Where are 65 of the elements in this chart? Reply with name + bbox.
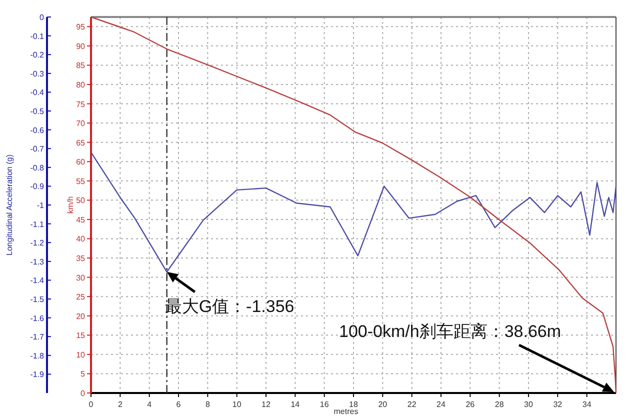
y-tick-label: -1.4 <box>30 276 45 286</box>
y-tick-label: -1 <box>36 201 45 210</box>
y-tick-label: -1.7 <box>30 332 45 342</box>
x-tick-label: 30 <box>524 400 534 409</box>
x-tick-label: 0 <box>88 400 94 409</box>
y-tick-label: -0.7 <box>30 144 45 154</box>
y-tick-label: -0.9 <box>30 182 45 192</box>
y2-tick-label: 35 <box>76 254 86 264</box>
y-tick-label: -1.5 <box>30 295 45 304</box>
y2-tick-label: 60 <box>76 158 86 167</box>
x-tick-label: 4 <box>147 400 152 409</box>
x-tick-label: 28 <box>494 400 504 409</box>
x-tick-label: 16 <box>320 400 330 409</box>
y2-tick-label: 85 <box>76 61 86 70</box>
y-tick-label: -0.3 <box>30 69 45 78</box>
y2-tick-label: 95 <box>76 22 86 32</box>
y2-axis-title: km/h <box>66 196 75 214</box>
y2-tick-label: 65 <box>76 138 86 148</box>
y2-tick-label: 10 <box>76 350 86 360</box>
y2-tick-label: 70 <box>76 119 86 128</box>
x-tick-label: 18 <box>349 400 358 409</box>
y-tick-label: -0.8 <box>30 163 45 172</box>
y2-tick-label: 55 <box>76 176 86 186</box>
y-tick-label: -1.9 <box>30 370 45 380</box>
y-tick-label: -0.4 <box>30 88 45 98</box>
x-tick-label: 26 <box>466 400 476 409</box>
x-tick-label: 22 <box>407 400 417 409</box>
x-tick-label: 14 <box>290 400 300 409</box>
y-tick-label: -1.2 <box>30 238 45 248</box>
y-tick-label: -0.5 <box>30 107 45 116</box>
annotation: 100-0km/h刹车距离：38.66m <box>339 322 562 341</box>
x-tick-label: 6 <box>176 400 182 409</box>
y2-tick-label: 5 <box>80 370 86 379</box>
y-tick-label: -1.8 <box>30 351 45 360</box>
y2-tick-label: 30 <box>76 273 86 282</box>
y2-tick-label: 90 <box>76 42 86 51</box>
x-tick-label: 32 <box>553 400 563 409</box>
x-tick-label: 24 <box>436 400 446 409</box>
y2-tick-label: 0 <box>80 389 86 398</box>
y-tick-label: -0.6 <box>30 126 45 135</box>
x-tick-label: 12 <box>262 400 271 409</box>
x-tick-label: 20 <box>378 400 388 409</box>
x-tick-label: 10 <box>232 400 242 409</box>
y2-tick-label: 75 <box>76 100 86 109</box>
x-tick-label: 2 <box>118 400 123 409</box>
y-tick-label: -1.3 <box>30 257 45 266</box>
y-tick-label: -0.2 <box>30 50 45 60</box>
x-tick-label: 34 <box>582 400 592 409</box>
y2-tick-label: 50 <box>76 196 86 206</box>
annotation: 最大G值：-1.356 <box>164 272 294 316</box>
y-tick-label: 0 <box>40 13 45 22</box>
y-tick-label: -1.6 <box>30 314 45 323</box>
y2-tick-label: 15 <box>76 331 86 340</box>
y2-tick-label: 20 <box>76 312 86 321</box>
x-tick-label: 8 <box>205 400 210 409</box>
y2-tick-label: 80 <box>76 80 86 90</box>
y2-tick-label: 25 <box>76 292 86 302</box>
y-axis-title: Longitudinal Acceleration (g) <box>5 154 14 256</box>
y-tick-label: -1.1 <box>30 220 45 229</box>
y2-tick-label: 45 <box>76 215 86 224</box>
x-axis-title: metres <box>334 407 358 416</box>
y2-tick-label: 40 <box>76 234 86 244</box>
annotation: 最大G值：-1.356 <box>164 296 294 316</box>
annotation: 100-0km/h刹车距离：38.66m <box>339 322 614 392</box>
y-tick-label: -0.1 <box>30 32 45 41</box>
